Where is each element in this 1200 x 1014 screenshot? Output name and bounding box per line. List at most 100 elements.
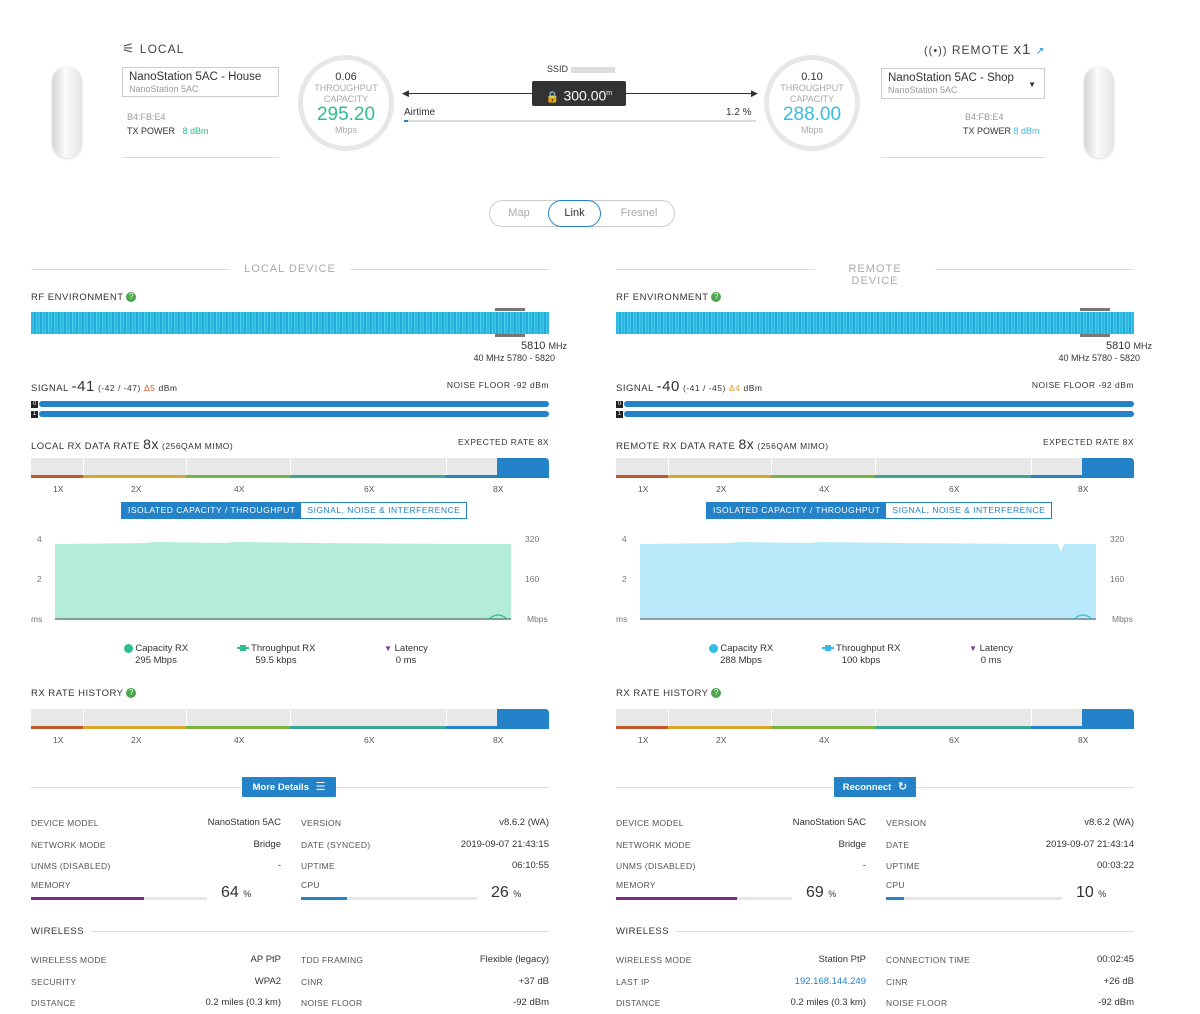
- rate-tick-label: 4X: [234, 735, 245, 745]
- tab-fresnel[interactable]: Fresnel: [620, 207, 658, 219]
- capacity-dot-icon: [708, 643, 718, 653]
- throughput-square-icon: [236, 645, 249, 652]
- distance-badge[interactable]: 🔒 300.00m: [532, 81, 626, 106]
- rx-rate-history-label: RX RATE HISTORY ?: [616, 688, 722, 699]
- help-icon[interactable]: ?: [711, 688, 722, 699]
- wireless-value[interactable]: 192.168.144.249: [794, 976, 866, 987]
- tab-link[interactable]: Link: [548, 200, 601, 227]
- wireless-key: CINR: [886, 977, 908, 987]
- wireless-value: 0.2 miles (0.3 km): [790, 997, 867, 1008]
- info-key: DATE (SYNCED): [301, 840, 371, 850]
- rate-stripe: [875, 475, 1031, 478]
- rx-rate-history-label: RX RATE HISTORY ?: [31, 688, 137, 699]
- local-device-model: NanoStation 5AC: [129, 84, 199, 94]
- channel-marker: [1080, 308, 1110, 311]
- rate-stripe: [290, 726, 446, 729]
- wireless-key: DISTANCE: [616, 998, 661, 1008]
- rate-stripe: [446, 726, 549, 729]
- legend-item[interactable]: ▼ Latency 0 ms: [969, 643, 1013, 666]
- rate-stripe: [1031, 475, 1134, 478]
- signal-bar-chain1: [39, 411, 549, 417]
- info-value: -: [862, 860, 866, 871]
- rate-stripe: [616, 726, 668, 729]
- legend-item[interactable]: ▼ Latency 0 ms: [384, 643, 428, 666]
- local-capacity-circle: 0.06 THROUGHPUT CAPACITY 295.20 Mbps: [298, 55, 394, 151]
- rate-tick-label: 1X: [638, 735, 649, 745]
- info-value: -: [277, 860, 281, 871]
- rate-fill: [1082, 709, 1134, 726]
- capacity-area: [640, 542, 1096, 620]
- rate-tick-label: 4X: [819, 484, 830, 494]
- memory-percent: 69 %: [806, 884, 837, 901]
- reconnect-button[interactable]: Reconnect ↻: [834, 777, 916, 797]
- rate-stripe: [446, 475, 549, 478]
- rate-fill: [1082, 458, 1134, 475]
- rate-stripe: [616, 475, 668, 478]
- help-icon[interactable]: ?: [711, 292, 722, 303]
- rate-tick-label: 6X: [949, 484, 960, 494]
- cpu-label: CPU: [301, 880, 320, 890]
- antenna-icon: ⚟: [122, 40, 136, 56]
- info-key: DEVICE MODEL: [31, 818, 99, 828]
- chart-tabs: ISOLATED CAPACITY / THROUGHPUT SIGNAL, NO…: [121, 502, 468, 519]
- help-icon[interactable]: ?: [126, 688, 137, 699]
- remote-mac: B4:FB:E4: [965, 112, 1004, 122]
- tab-isolated-capacity[interactable]: ISOLATED CAPACITY / THROUGHPUT: [707, 503, 887, 518]
- chain-1-icon: 1: [31, 411, 38, 418]
- frequency-value: 5810 MHz: [520, 340, 567, 352]
- cpu-percent: 26 %: [491, 884, 522, 901]
- info-key: DATE: [886, 840, 910, 850]
- rf-spectrum-bar: [616, 312, 1134, 334]
- more-details-button[interactable]: More Details ☰: [242, 777, 336, 797]
- signal-bar-chain0: [624, 401, 1134, 407]
- axis-left-tick: 4: [37, 534, 42, 544]
- latency-triangle-icon: ▼: [384, 644, 392, 653]
- rate-tick-label: 1X: [638, 484, 649, 494]
- local-device-image: [52, 66, 82, 158]
- legend-item[interactable]: Throughput RX 59.5 kbps: [221, 643, 331, 667]
- latency-triangle-icon: ▼: [969, 644, 977, 653]
- local-mac: B4:FB:E4: [127, 112, 166, 122]
- memory-label: MEMORY: [616, 880, 656, 890]
- rate-stripe: [290, 475, 446, 478]
- wireless-key: NOISE FLOOR: [886, 998, 948, 1008]
- tab-isolated-capacity[interactable]: ISOLATED CAPACITY / THROUGHPUT: [122, 503, 302, 518]
- wireless-section-label: WIRELESS: [31, 926, 85, 937]
- rate-tick-label: 8X: [493, 735, 504, 745]
- rate-tick-label: 2X: [716, 735, 727, 745]
- rate-tick-label: 1X: [53, 735, 64, 745]
- broadcast-icon: ((•)): [924, 45, 948, 57]
- axis-right-unit: Mbps: [527, 614, 548, 624]
- axis-right-tick: 320: [525, 534, 540, 544]
- rf-spectrum-bar: [31, 312, 549, 334]
- info-value: 2019-09-07 21:43:15: [460, 839, 549, 850]
- wireless-key: DISTANCE: [31, 998, 76, 1008]
- airtime-value: 1.2 %: [726, 107, 752, 118]
- legend-item[interactable]: Throughput RX 100 kbps: [806, 643, 916, 667]
- rate-stripe: [31, 726, 83, 729]
- legend-item[interactable]: Capacity RX 295 Mbps: [101, 643, 211, 667]
- expected-rate: EXPECTED RATE 8X: [458, 437, 549, 447]
- wireless-value: Flexible (legacy): [479, 954, 549, 965]
- tab-map[interactable]: Map: [508, 207, 530, 219]
- ssid-label: SSID: [547, 64, 615, 74]
- help-icon[interactable]: ?: [126, 292, 137, 303]
- memory-label: MEMORY: [31, 880, 71, 890]
- info-key: UPTIME: [301, 861, 335, 871]
- axis-right-unit: Mbps: [1112, 614, 1133, 624]
- legend-item[interactable]: Capacity RX 288 Mbps: [686, 643, 796, 667]
- local-label: ⚟ LOCAL: [122, 40, 185, 56]
- tab-signal-noise[interactable]: SIGNAL, NOISE & INTERFERENCE: [307, 505, 461, 515]
- signal-bar-chain0: [39, 401, 549, 407]
- rate-stripe: [771, 726, 875, 729]
- tab-signal-noise[interactable]: SIGNAL, NOISE & INTERFERENCE: [892, 505, 1046, 515]
- section-title: REMOTE DEVICE: [815, 263, 935, 287]
- external-link-icon[interactable]: ↗: [1035, 46, 1046, 57]
- wireless-key: NOISE FLOOR: [301, 998, 363, 1008]
- rate-stripe: [186, 726, 290, 729]
- axis-left-unit: ms: [616, 614, 628, 624]
- info-value: Bridge: [253, 839, 281, 850]
- remote-device-select[interactable]: NanoStation 5AC - Shop NanoStation 5AC ▼: [881, 68, 1045, 99]
- axis-left-unit: ms: [31, 614, 43, 624]
- channel-marker: [495, 334, 525, 337]
